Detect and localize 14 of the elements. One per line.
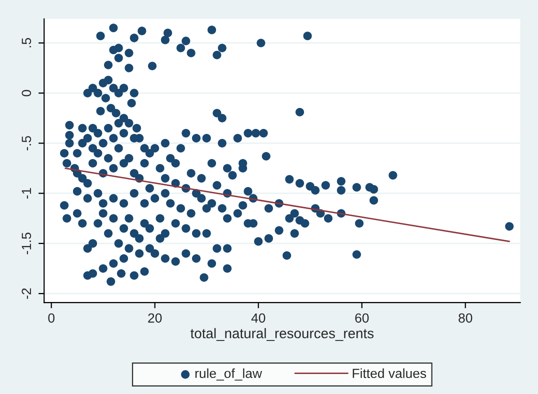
y-tick-label: -2 [22, 288, 31, 299]
y-tick-label: -.5 [22, 136, 32, 150]
y-tick-label: .5 [22, 38, 32, 48]
x-axis-title: total_natural_resources_rents [190, 328, 374, 341]
x-tick-label: 40 [251, 313, 266, 323]
x-tick-label: 80 [458, 313, 472, 323]
x-tick-label: 0 [48, 313, 55, 323]
legend-label: rule_of_law [195, 368, 262, 381]
y-tick-label: -1.5 [22, 232, 32, 254]
y-tick-label: -1 [22, 188, 31, 199]
x-tick-label: 20 [148, 313, 162, 323]
y-tick-label: 0 [22, 90, 32, 96]
x-tick-label: 60 [355, 313, 369, 323]
legend-label: Fitted values [352, 368, 426, 378]
